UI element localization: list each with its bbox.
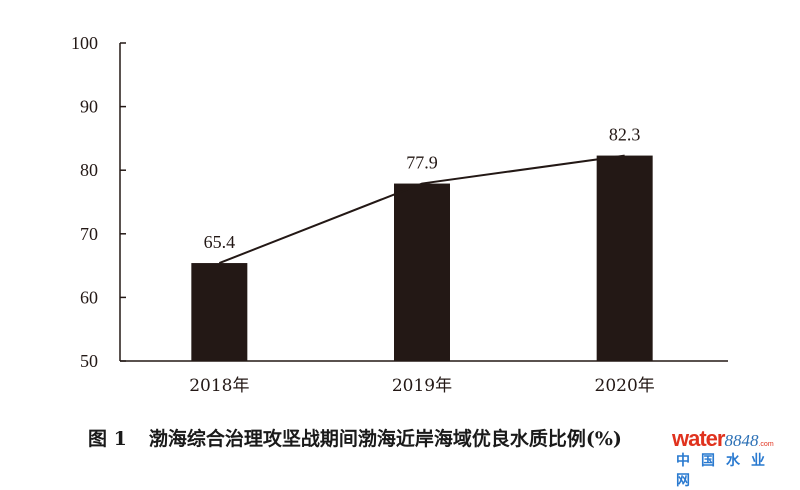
data-label: 77.9 bbox=[406, 153, 438, 173]
y-tick-label: 50 bbox=[80, 351, 98, 371]
data-label: 65.4 bbox=[204, 232, 236, 252]
x-tick-label: 2020年 bbox=[595, 376, 655, 396]
bar bbox=[191, 263, 248, 361]
y-tick-label: 80 bbox=[80, 160, 98, 180]
trend-line bbox=[218, 154, 625, 264]
x-tick-label: 2018年 bbox=[189, 376, 249, 396]
bar bbox=[394, 183, 450, 361]
logo-brand: water bbox=[672, 426, 725, 451]
y-tick-label: 90 bbox=[80, 97, 98, 117]
bar bbox=[596, 155, 653, 361]
x-tick-label: 2019年 bbox=[392, 376, 452, 396]
logo-chinese-name: 中国水业网 bbox=[676, 453, 776, 489]
y-tick-label: 100 bbox=[71, 33, 98, 53]
y-tick-label: 70 bbox=[80, 224, 98, 244]
data-label: 82.3 bbox=[609, 125, 641, 145]
figure-caption: 图 1 渤海综合治理攻坚战期间渤海近岸海域优良水质比例(%) bbox=[88, 424, 622, 451]
figure-number: 图 1 bbox=[88, 428, 127, 450]
logo-domain: .com bbox=[758, 441, 774, 448]
logo-number: 8848 bbox=[724, 431, 759, 450]
y-tick-label: 60 bbox=[80, 287, 98, 307]
watermark-logo: water8848.com 中国水业网 bbox=[672, 426, 798, 489]
figure-caption-text: 渤海综合治理攻坚战期间渤海近岸海域优良水质比例(%) bbox=[148, 428, 622, 450]
bar-chart: 50 60 70 80 90 100 65.4 2018年 77.9 2019年 82.3 2020年 bbox=[71, 33, 728, 396]
